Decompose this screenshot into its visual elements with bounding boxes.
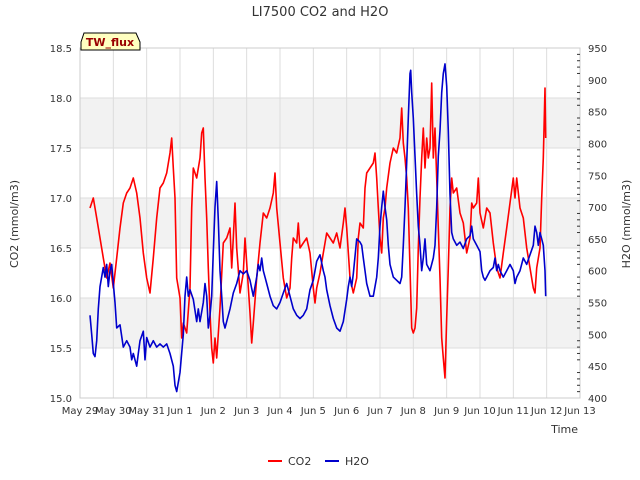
x-tick-label: Jun 10 (463, 406, 496, 417)
right-axis-ticks: 400 450 500 550 600 650 700 750 800 850 900 950 (577, 44, 607, 405)
plot-background (80, 48, 580, 398)
right-tick-label: 500 (588, 330, 607, 341)
left-tick-label: 16.5 (50, 244, 72, 255)
right-tick-label: 950 (588, 44, 607, 55)
badge-label: TW_flux (86, 36, 134, 49)
right-tick-label: 650 (588, 235, 607, 246)
left-tick-label: 17.5 (50, 144, 72, 155)
right-tick-label: 450 (588, 362, 607, 373)
left-tick-label: 15.5 (50, 344, 72, 355)
x-tick-label: May 31 (128, 406, 165, 417)
right-tick-label: 850 (588, 108, 607, 119)
left-axis-ticks: 15.0 15.5 16.0 16.5 17.0 17.5 18.0 18.5 (50, 44, 72, 405)
y-axis-label-right: H2O (mmol/m3) (620, 180, 633, 269)
legend-co2-label: CO2 (288, 455, 311, 468)
grid-band (80, 198, 580, 248)
right-tick-label: 600 (588, 267, 607, 278)
left-tick-label: 18.0 (50, 94, 72, 105)
x-tick-label: Jun 5 (300, 406, 326, 417)
plot-frame (79, 47, 581, 399)
grid-band (80, 98, 580, 148)
x-tick-label: Jun 8 (400, 406, 426, 417)
legend-h2o-label: H2O (345, 455, 369, 468)
legend: CO2 H2O (268, 455, 369, 468)
series-line-h2o (89, 63, 547, 393)
x-tick-label: Jun 3 (233, 406, 259, 417)
series-layer (89, 63, 547, 393)
left-tick-label: 18.5 (50, 44, 72, 55)
left-tick-label: 17.0 (50, 194, 72, 205)
x-tick-label: Jun 4 (266, 406, 292, 417)
right-tick-label: 400 (588, 394, 607, 405)
chart-title: LI7500 CO2 and H2O (252, 5, 389, 20)
x-tick-label: Jun 11 (497, 406, 530, 417)
tw-flux-badge: TW_flux (80, 32, 141, 51)
right-tick-label: 900 (588, 76, 607, 87)
x-tick-label: Jun 1 (166, 406, 192, 417)
left-tick-label: 15.0 (50, 394, 72, 405)
right-tick-label: 550 (588, 299, 607, 310)
x-tick-label: Jun 7 (366, 406, 392, 417)
y-axis-label-left: CO2 (mmol/m3) (8, 180, 21, 268)
x-axis-label: Time (550, 423, 578, 436)
left-tick-label: 16.0 (50, 294, 72, 305)
right-tick-label: 800 (588, 139, 607, 150)
x-tick-label: Jun 13 (563, 406, 596, 417)
x-tick-label: Jun 2 (200, 406, 226, 417)
x-tick-label: Jun 12 (530, 406, 563, 417)
right-tick-label: 700 (588, 203, 607, 214)
series-line-co2 (89, 82, 547, 379)
x-tick-label: Jun 6 (333, 406, 359, 417)
x-tick-label: May 30 (95, 406, 132, 417)
x-tick-label: May 29 (62, 406, 99, 417)
right-tick-label: 750 (588, 171, 607, 182)
x-tick-label: Jun 9 (433, 406, 459, 417)
